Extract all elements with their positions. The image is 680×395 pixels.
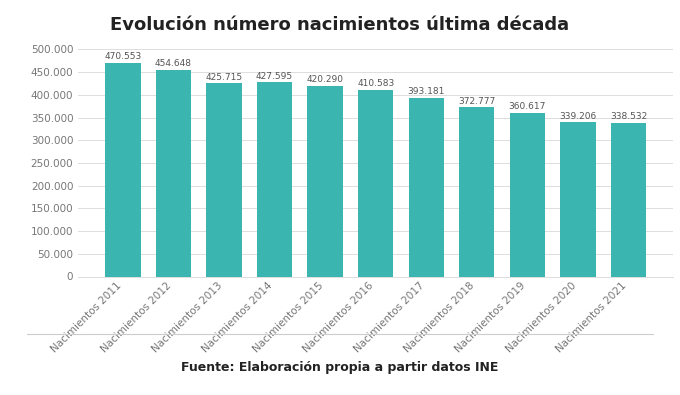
Text: 470.553: 470.553 xyxy=(104,52,141,61)
Text: 425.715: 425.715 xyxy=(205,73,243,81)
Text: 427.595: 427.595 xyxy=(256,71,293,81)
Bar xyxy=(206,83,241,276)
Text: 454.648: 454.648 xyxy=(155,59,192,68)
Bar xyxy=(510,113,545,276)
Text: Fuente: Elaboración propia a partir datos INE: Fuente: Elaboración propia a partir dato… xyxy=(182,361,498,374)
Bar xyxy=(307,86,343,276)
Text: 393.181: 393.181 xyxy=(407,87,445,96)
Text: 410.583: 410.583 xyxy=(357,79,394,88)
Bar xyxy=(459,107,494,276)
Bar xyxy=(358,90,394,276)
Bar xyxy=(105,63,141,276)
Text: 339.206: 339.206 xyxy=(559,112,596,121)
Bar xyxy=(560,122,596,276)
Bar xyxy=(156,70,191,276)
Text: Evolución número nacimientos última década: Evolución número nacimientos última déca… xyxy=(110,16,570,34)
Bar xyxy=(257,82,292,276)
Text: 372.777: 372.777 xyxy=(458,96,496,105)
Text: 420.290: 420.290 xyxy=(307,75,343,84)
Text: 338.532: 338.532 xyxy=(610,112,647,121)
Bar xyxy=(409,98,444,276)
Bar xyxy=(611,123,646,276)
Text: 360.617: 360.617 xyxy=(509,102,546,111)
